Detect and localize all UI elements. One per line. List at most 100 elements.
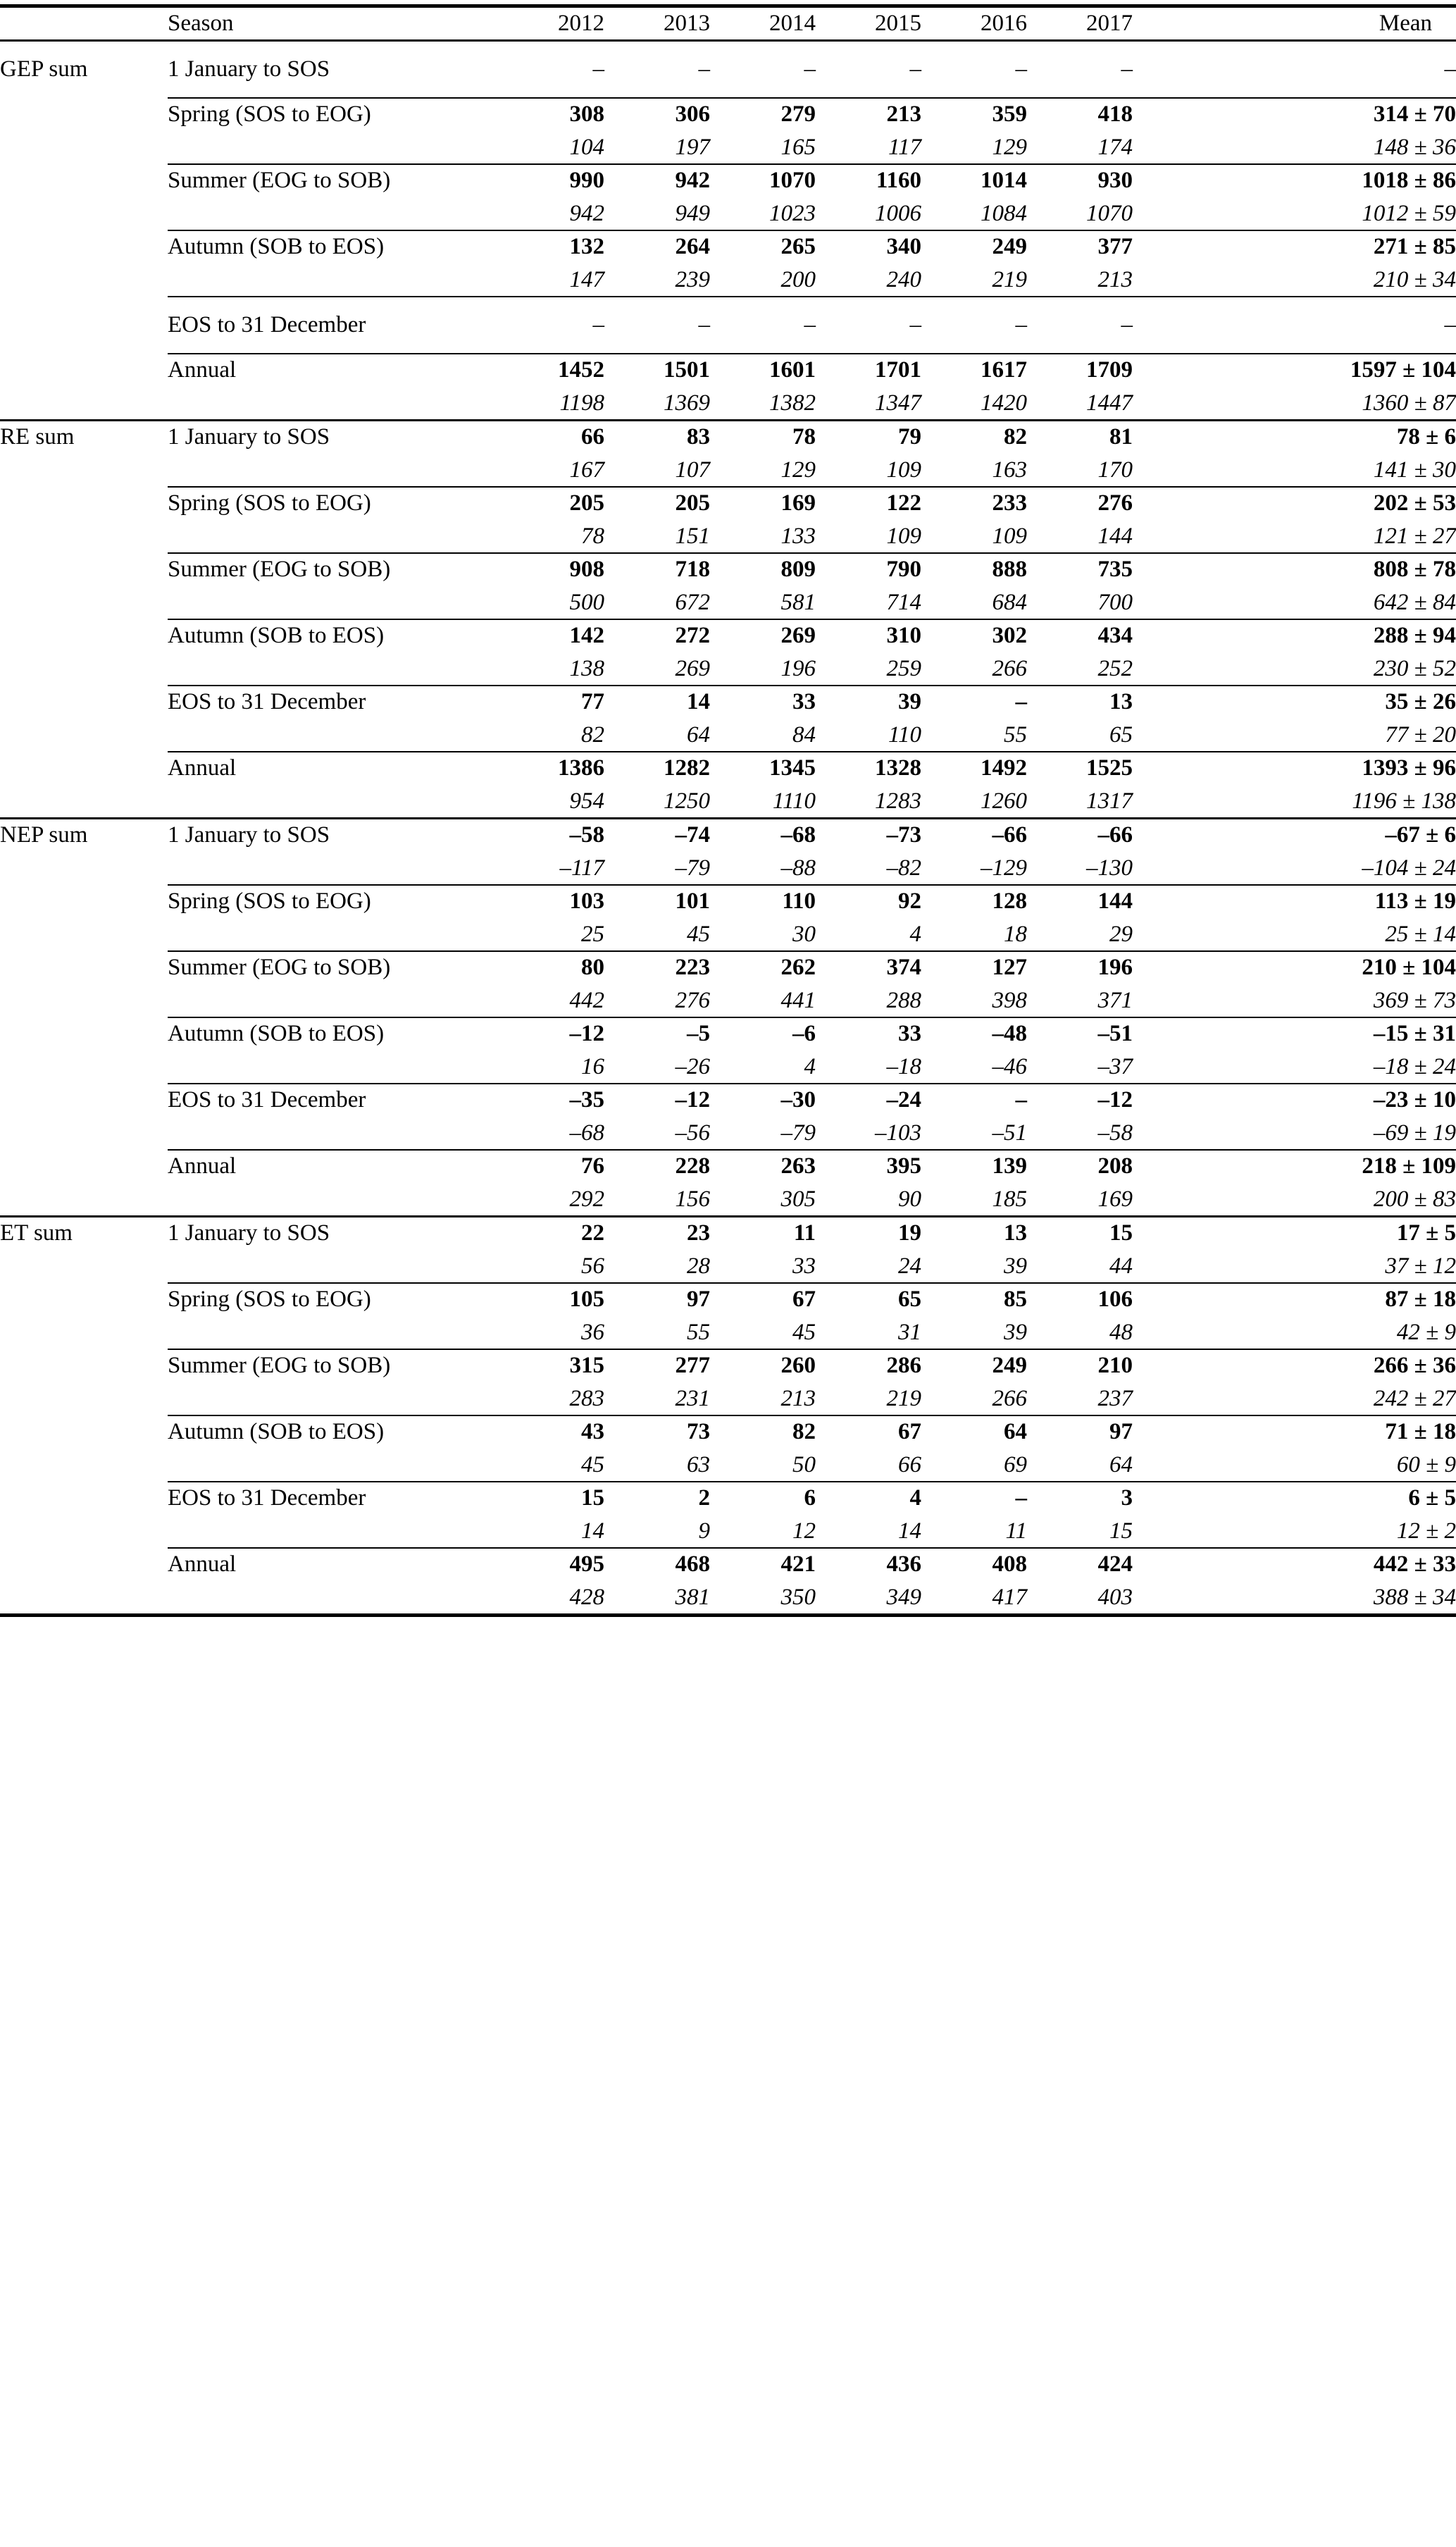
value-secondary: 167 bbox=[569, 457, 605, 483]
column-header: 2015 bbox=[816, 6, 921, 42]
value-cell: 169 133 bbox=[710, 486, 816, 553]
value-cell: 263 305 bbox=[710, 1149, 816, 1217]
value-secondary: 25 bbox=[581, 922, 604, 947]
seasonal-sums-table: Season 2012 2013 2014 2015 2016 2017 Mean GEP s… bbox=[0, 4, 1456, 1617]
table-row: Annual 495 428 468 381 421 350 436 349 408 417 424 4… bbox=[0, 1547, 1456, 1616]
value-cell: 139 185 bbox=[921, 1149, 1028, 1217]
mean-cell: 218 ± 109 200 ± 83 bbox=[1133, 1149, 1456, 1217]
value-cell: 735 700 bbox=[1027, 552, 1133, 619]
value-primary: 208 bbox=[1097, 1153, 1133, 1179]
value-primary: – bbox=[1015, 56, 1028, 82]
value-cell: 1328 1283 bbox=[816, 751, 921, 819]
value-primary: – bbox=[909, 56, 922, 82]
value-cell: 142 138 bbox=[499, 619, 604, 686]
value-secondary: 1250 bbox=[664, 788, 710, 814]
table-row: EOS to 31 December –35 –68 –12 –56 –30 –79 –24–… bbox=[0, 1083, 1456, 1150]
value-primary: –12 bbox=[1097, 1087, 1133, 1113]
value-primary: 139 bbox=[992, 1153, 1028, 1179]
mean-cell: 210 ± 104 369 ± 73 bbox=[1133, 950, 1456, 1017]
column-header: 2012 bbox=[499, 6, 604, 42]
column-header: Season bbox=[168, 6, 499, 42]
column-header: 2016 bbox=[921, 6, 1027, 42]
value-primary: – bbox=[592, 56, 605, 82]
value-secondary: 197 bbox=[675, 135, 711, 160]
value-secondary: –18 ± 24 bbox=[1373, 1054, 1456, 1079]
value-secondary: 388 ± 34 bbox=[1373, 1585, 1456, 1610]
value-secondary: 163 bbox=[992, 457, 1028, 483]
value-primary: –23 ± 10 bbox=[1373, 1087, 1456, 1113]
value-secondary: 169 bbox=[1097, 1186, 1133, 1212]
value-primary: 735 bbox=[1097, 557, 1133, 582]
value-primary: 1014 bbox=[981, 168, 1027, 193]
value-secondary: 117 bbox=[888, 135, 921, 160]
value-cell: – bbox=[710, 296, 816, 354]
value-secondary: 15 bbox=[1109, 1518, 1133, 1544]
value-cell: – bbox=[710, 39, 816, 98]
value-primary: 33 bbox=[792, 689, 816, 714]
value-primary: 15 bbox=[1109, 1220, 1133, 1246]
value-cell: 210 237 bbox=[1027, 1349, 1133, 1415]
value-cell: 1617 1420 bbox=[921, 353, 1027, 421]
value-primary: 205 bbox=[569, 490, 605, 516]
value-secondary: 1070 bbox=[1086, 201, 1133, 226]
value-primary: 19 bbox=[898, 1220, 921, 1246]
value-cell: 1345 1110 bbox=[710, 751, 816, 819]
value-cell: 809 581 bbox=[710, 552, 816, 619]
value-secondary: 185 bbox=[992, 1186, 1028, 1212]
mean-cell: 113 ± 19 25 ± 14 bbox=[1133, 884, 1456, 951]
season-cell: Annual bbox=[168, 353, 499, 421]
value-cell: 11 33 bbox=[710, 1215, 816, 1283]
value-primary: 142 bbox=[569, 623, 605, 648]
value-primary: 1701 bbox=[875, 357, 921, 383]
mean-cell: 78 ± 6 141 ± 30 bbox=[1133, 419, 1456, 487]
mean-cell: 71 ± 18 60 ± 9 bbox=[1133, 1415, 1456, 1482]
value-cell: –73 –82 bbox=[816, 817, 921, 885]
season-cell: Autumn (SOB to EOS) bbox=[168, 1017, 499, 1084]
value-primary: 272 bbox=[675, 623, 711, 648]
value-primary: 1492 bbox=[981, 755, 1027, 781]
value-primary: 1282 bbox=[664, 755, 710, 781]
value-primary: 78 bbox=[792, 424, 816, 450]
value-secondary: 672 bbox=[675, 590, 711, 615]
mean-cell: 1597 ± 104 1360 ± 87 bbox=[1133, 353, 1456, 421]
value-secondary: 1196 ± 138 bbox=[1352, 788, 1456, 814]
value-cell: – bbox=[816, 39, 922, 98]
value-secondary: 305 bbox=[780, 1186, 816, 1212]
value-secondary: –26 bbox=[675, 1054, 711, 1079]
value-secondary: –79 bbox=[780, 1120, 816, 1146]
mean-cell: 808 ± 78 642 ± 84 bbox=[1133, 552, 1456, 619]
value-cell: 306 197 bbox=[604, 97, 711, 164]
value-cell: 1282 1250 bbox=[604, 751, 710, 819]
value-secondary: 700 bbox=[1097, 590, 1133, 615]
value-cell: 228 156 bbox=[604, 1149, 710, 1217]
value-primary: –12 bbox=[675, 1087, 711, 1113]
value-primary: 1452 bbox=[558, 357, 604, 383]
value-secondary: 104 bbox=[569, 135, 605, 160]
value-primary: –74 bbox=[675, 822, 711, 848]
value-secondary: –58 bbox=[1097, 1120, 1133, 1146]
value-cell: 13 39 bbox=[921, 1215, 1027, 1283]
value-cell: 67 45 bbox=[710, 1282, 816, 1349]
season-cell: Spring (SOS to EOG) bbox=[168, 1282, 499, 1349]
value-cell: –68 –88 bbox=[710, 817, 816, 885]
value-cell: 80 442 bbox=[499, 950, 604, 1017]
value-primary: 718 bbox=[675, 557, 711, 582]
season-cell: Autumn (SOB to EOS) bbox=[168, 619, 499, 686]
mean-cell: 87 ± 18 42 ± 9 bbox=[1133, 1282, 1456, 1349]
table-row: Annual 76 292 228 156 263 305 395 90 139 185 208 169… bbox=[0, 1149, 1456, 1217]
value-primary: –48 bbox=[992, 1021, 1028, 1046]
value-secondary: 288 bbox=[886, 988, 922, 1013]
value-cell: 395 90 bbox=[816, 1149, 922, 1217]
value-cell: 942 949 bbox=[604, 163, 710, 230]
value-primary: 76 bbox=[581, 1153, 604, 1179]
value-secondary: 942 bbox=[569, 201, 605, 226]
value-primary: 908 bbox=[569, 557, 605, 582]
value-secondary: 133 bbox=[780, 523, 816, 549]
value-primary: –15 ± 31 bbox=[1373, 1021, 1456, 1046]
value-cell: 82 163 bbox=[921, 419, 1028, 487]
value-primary: 1160 bbox=[876, 168, 921, 193]
value-primary: 77 bbox=[581, 689, 604, 714]
value-cell: 276 144 bbox=[1027, 486, 1133, 553]
value-primary: 395 bbox=[886, 1153, 922, 1179]
